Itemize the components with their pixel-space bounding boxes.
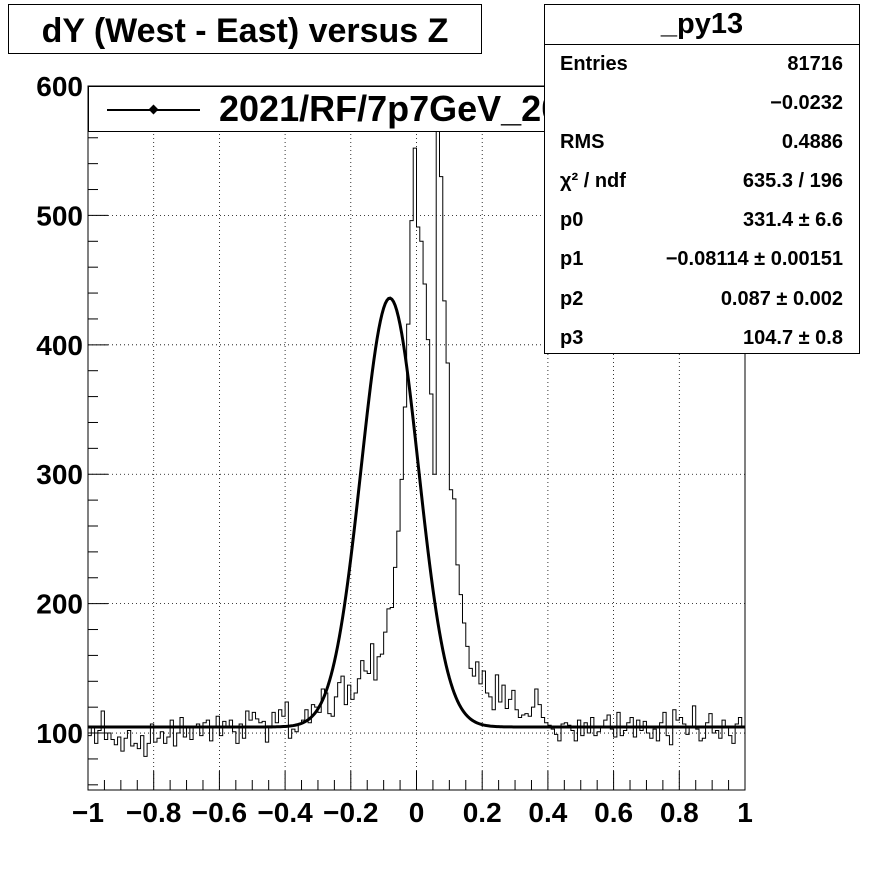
x-tick-label: 0.8	[660, 797, 699, 828]
stats-row-p0: p0 331.4 ± 6.6	[545, 201, 859, 240]
stats-value: 104.7 ± 0.8	[743, 326, 843, 349]
x-tick-label: −0.4	[257, 797, 313, 828]
stats-label: p2	[560, 287, 584, 310]
stats-value: −0.0232	[770, 92, 843, 115]
stats-value: 81716	[787, 53, 843, 75]
x-tick-labels: −1 −0.8 −0.6 −0.4 −0.2 0 0.2 0.4 0.6 0.8 1	[72, 797, 753, 828]
stats-label: χ² / ndf	[560, 170, 626, 193]
stats-value: 635.3 / 196	[742, 170, 843, 193]
fit-curve	[88, 296, 745, 729]
stats-label: p0	[560, 209, 584, 232]
x-tick-label: −1	[72, 797, 104, 828]
stats-label: RMS	[560, 131, 605, 154]
y-tick-label: 600	[36, 71, 83, 102]
stats-row-entries: Entries 81716	[545, 45, 859, 84]
stats-row-p2: p2 0.087 ± 0.002	[545, 280, 859, 319]
stats-label: Entries	[560, 53, 628, 75]
title-box: dY (West - East) versus Z	[8, 4, 482, 54]
legend: 2021/RF/7p7GeV_2021	[88, 86, 614, 132]
stats-row-p3: p3 104.7 ± 0.8	[545, 319, 859, 358]
stats-title: _py13	[545, 5, 859, 45]
x-tick-label: 1	[737, 797, 753, 828]
x-tick-label: −0.2	[323, 797, 378, 828]
stats-row-rms: RMS 0.4886	[545, 123, 859, 162]
y-tick-label: 500	[36, 200, 83, 231]
plot-title: dY (West - East) versus Z	[41, 12, 449, 50]
x-tick-label: 0.4	[528, 797, 567, 828]
stats-label: p1	[560, 248, 584, 271]
x-tick-label: 0.6	[594, 797, 633, 828]
x-tick-label: 0.2	[463, 797, 502, 828]
y-tick-label: 300	[36, 459, 83, 490]
stats-label: p3	[560, 326, 584, 349]
histogram-steps	[88, 85, 745, 757]
y-tick-label: 400	[36, 330, 83, 361]
x-tick-label: 0	[409, 797, 425, 828]
stats-row-chi2: χ² / ndf 635.3 / 196	[545, 162, 859, 201]
stats-box: _py13 Entries 81716 −0.0232 RMS 0.4886 χ…	[544, 4, 860, 354]
legend-marker-icon	[148, 104, 159, 115]
stats-row-p1: p1 −0.08114 ± 0.00151	[545, 240, 859, 279]
stats-value: 0.4886	[781, 131, 843, 154]
y-tick-label: 100	[36, 718, 83, 749]
stats-value: 331.4 ± 6.6	[743, 209, 843, 232]
x-tick-label: −0.6	[192, 797, 247, 828]
stats-value: −0.08114 ± 0.00151	[665, 248, 843, 271]
legend-label: 2021/RF/7p7GeV_2021	[219, 88, 602, 129]
y-tick-labels: 100 200 300 400 500 600	[36, 71, 83, 749]
y-tick-label: 200	[36, 589, 83, 620]
stats-value: 0.087 ± 0.002	[720, 287, 843, 310]
stats-row-mean: −0.0232	[545, 84, 859, 123]
x-tick-label: −0.8	[126, 797, 181, 828]
